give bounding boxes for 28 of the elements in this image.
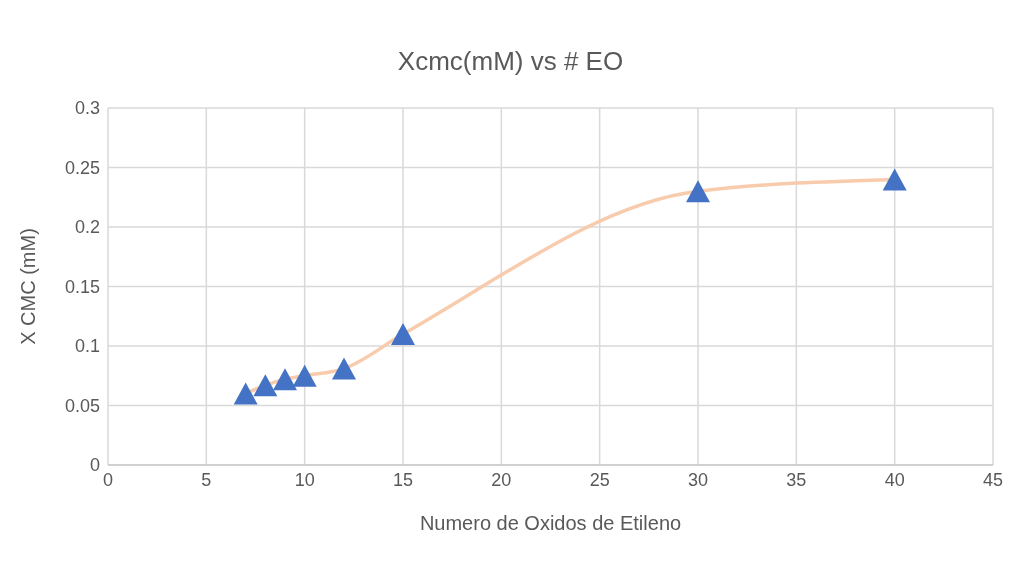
y-tick-label: 0.2	[74, 217, 100, 238]
point	[332, 357, 356, 380]
point	[882, 168, 907, 191]
y-tick-label: 0.25	[64, 157, 100, 178]
x-tick-label: 20	[491, 469, 512, 490]
y-tick-label: 0.15	[64, 276, 100, 297]
y-axis-title: X CMC (mM)	[17, 228, 40, 345]
x-tick-label: 0	[102, 469, 114, 490]
y-tick-label: 0.1	[74, 336, 100, 357]
x-tick-label: 5	[201, 469, 212, 490]
point	[233, 382, 258, 405]
y-tick-label: 0	[89, 455, 100, 476]
y-tick-label: 0.3	[74, 98, 100, 119]
point	[292, 364, 317, 387]
x-axis-title: Numero de Oxidos de Etileno	[419, 512, 682, 534]
x-tick-label: 10	[294, 469, 315, 490]
x-tick-label: 15	[392, 469, 414, 490]
x-tick-label: 35	[786, 469, 807, 490]
y-tick-label: 0.05	[64, 395, 100, 416]
x-tick-label: 45	[982, 469, 1004, 490]
x-tick-label: 40	[884, 469, 905, 490]
point	[253, 374, 278, 397]
point	[391, 323, 415, 346]
point	[686, 180, 710, 203]
x-tick-label: 30	[687, 469, 709, 490]
point	[273, 368, 297, 391]
x-tick-label: 25	[589, 469, 610, 490]
chart-title: Xcmc(mM) vs # EO	[396, 46, 625, 77]
